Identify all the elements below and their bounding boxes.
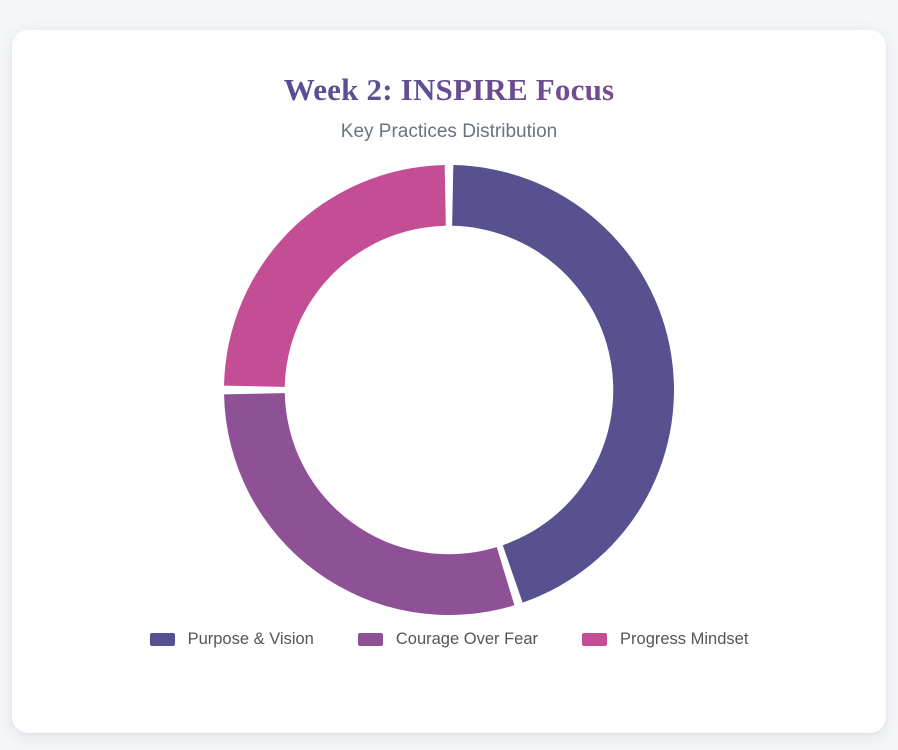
legend-swatch-icon xyxy=(149,633,175,647)
legend-item[interactable]: Progress Mindset xyxy=(582,631,748,648)
donut-slice[interactable]: Progress Mindset: 25% xyxy=(224,165,446,388)
chart-card: Week 2: INSPIRE Focus Key Practices Dist… xyxy=(12,30,886,733)
page-title: Week 2: INSPIRE Focus xyxy=(12,72,886,108)
legend-item-label: Purpose & Vision xyxy=(187,630,314,649)
legend-item-label: Progress Mindset xyxy=(620,630,749,649)
chart-header: Week 2: INSPIRE Focus Key Practices Dist… xyxy=(12,30,886,143)
chart-subtitle: Key Practices Distribution xyxy=(340,120,558,142)
donut-slice-group: Purpose & Vision: 45%Courage Over Fear: … xyxy=(224,165,674,616)
legend-swatch-icon xyxy=(357,633,383,647)
legend-item-label: Courage Over Fear xyxy=(395,630,539,649)
chart-legend: Purpose & Vision Courage Over Fear Progres… xyxy=(12,631,886,648)
legend-item[interactable]: Purpose & Vision xyxy=(149,630,314,649)
legend-swatch-icon xyxy=(582,633,608,647)
donut-chart[interactable]: Purpose & Vision: 45%Courage Over Fear: … xyxy=(214,155,684,625)
legend-item[interactable]: Courage Over Fear xyxy=(357,630,539,649)
donut-slice[interactable]: Courage Over Fear: 30% xyxy=(224,393,515,616)
donut-chart-container: Purpose & Vision: 45%Courage Over Fear: … xyxy=(12,155,886,625)
donut-slice[interactable]: Purpose & Vision: 45% xyxy=(452,165,674,604)
